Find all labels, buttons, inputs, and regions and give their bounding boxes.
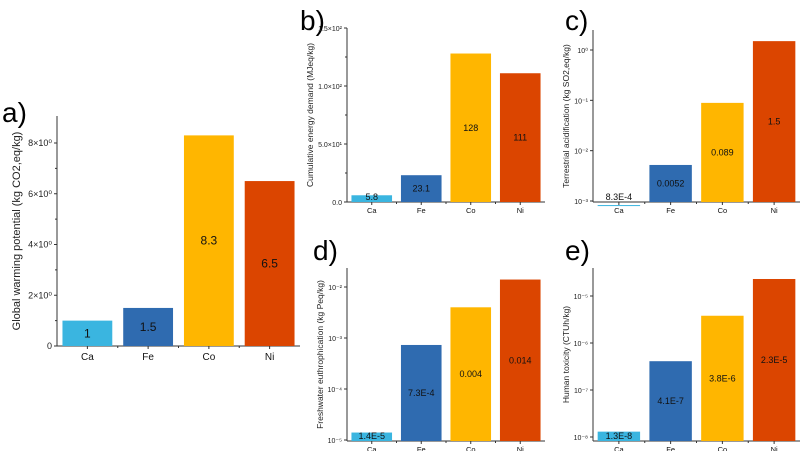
x-tick-label: Co — [718, 206, 728, 215]
y-tick-label: 0.0 — [332, 200, 342, 207]
bar-ca — [597, 431, 641, 441]
y-tick-label: 10⁻² — [328, 285, 342, 292]
panel-a: a) 0 2×10⁰ 4×10⁰ 6×10⁰ 8×10⁰ Global warming po… — [2, 97, 300, 363]
x-tick-label: Ni — [771, 445, 778, 451]
panel-b: b) 0.0 5.0×10¹ 1.0×10² 1.5×10² Cumulative ene… — [300, 5, 545, 215]
data-label: 3.8E-6 — [709, 373, 736, 383]
data-label: 0.014 — [509, 355, 532, 365]
y-tick-label: 4×10⁰ — [28, 240, 52, 250]
y-axis-label: Terrestrial acidification (kg SO2,eq/kg) — [561, 44, 571, 188]
y-tick-label: 10⁻⁴ — [328, 387, 343, 394]
data-label: 7.3E-4 — [408, 388, 435, 398]
y-tick-label: 2×10⁰ — [28, 290, 52, 300]
x-tick-label: Ca — [614, 445, 624, 451]
data-label: 1 — [84, 326, 91, 340]
bar-ca — [351, 432, 393, 441]
x-tick-label: Ni — [517, 445, 524, 451]
x-tick-label: Fe — [417, 445, 426, 451]
y-tick-label: 0 — [47, 341, 52, 351]
bar-ni — [499, 73, 541, 203]
x-tick-label: Ca — [614, 206, 624, 215]
y-axis-label: Global warming potential (kg CO2,eq/kg) — [11, 132, 23, 331]
y-tick-label: 10⁻³ — [328, 336, 342, 343]
data-label: 5.8 — [365, 192, 378, 202]
y-tick-label: 10⁻⁵ — [328, 438, 342, 445]
y-tick-label: 1.5×10² — [318, 26, 343, 33]
data-label: 8.3 — [201, 234, 218, 248]
panel-label: a) — [2, 97, 27, 128]
data-label: 0.089 — [711, 147, 734, 157]
data-label: 1.5 — [140, 320, 157, 334]
bar-ca — [62, 320, 113, 346]
data-label: 4.1E-7 — [657, 396, 684, 406]
bar-fe — [400, 175, 442, 202]
bar-co — [183, 135, 234, 346]
bar-fe — [649, 164, 692, 202]
data-label: 8.3E-4 — [606, 192, 633, 202]
bar-ni — [752, 278, 796, 441]
y-tick-label: 5.0×10¹ — [318, 142, 343, 149]
y-tick-label: 10⁻¹ — [574, 98, 588, 105]
bar-ni — [752, 41, 796, 202]
y-tick-label: 10⁰ — [577, 47, 588, 55]
x-tick-label: Ni — [517, 206, 524, 215]
y-tick-label: 10⁻² — [574, 149, 588, 156]
y-axis-label: Cumulative energy demand (MJeq/kg) — [305, 43, 315, 187]
y-tick-label: 1.0×10² — [318, 84, 343, 91]
x-tick-label: Ni — [265, 352, 274, 363]
x-tick-label: Fe — [666, 206, 675, 215]
data-label: 0.0052 — [657, 178, 685, 188]
x-tick-label: Ni — [771, 206, 778, 215]
x-tick-label: Ca — [81, 352, 94, 363]
bar-ca — [597, 205, 641, 207]
data-label: 2.3E-5 — [761, 355, 788, 365]
panel-label: d) — [313, 235, 338, 266]
data-label: 1.4E-5 — [358, 431, 385, 441]
bar-fe — [123, 307, 174, 346]
bar-co — [701, 102, 744, 202]
bar-fe — [649, 361, 692, 441]
bar-ni — [244, 181, 295, 346]
data-label: 128 — [463, 123, 478, 133]
x-tick-label: Fe — [417, 206, 426, 215]
x-tick-label: Co — [202, 352, 215, 363]
data-label: 0.004 — [459, 369, 482, 379]
bar-co — [701, 315, 744, 441]
data-label: 1.5 — [768, 117, 781, 127]
data-label: 23.1 — [412, 184, 430, 194]
x-tick-label: Co — [466, 445, 476, 451]
panel-label: e) — [565, 235, 590, 266]
y-tick-label: 10⁻⁵ — [574, 294, 588, 301]
data-label: 1.3E-8 — [606, 431, 633, 441]
x-tick-label: Fe — [666, 445, 675, 451]
bar-co — [450, 307, 492, 441]
y-axis-label: Freshwater euthrophication (kg Peq/kg) — [315, 280, 325, 429]
bar-ca — [351, 195, 393, 202]
data-label: 111 — [513, 133, 527, 143]
y-tick-label: 10⁻⁷ — [574, 388, 588, 395]
data-label: 6.5 — [261, 257, 278, 271]
y-tick-label: 10⁻⁶ — [574, 341, 588, 348]
y-tick-label: 8×10⁰ — [28, 138, 52, 148]
x-tick-label: Co — [718, 445, 728, 451]
x-tick-label: Fe — [142, 352, 154, 363]
x-tick-label: Ca — [367, 206, 377, 215]
y-tick-label: 10⁻³ — [574, 199, 588, 206]
y-axis-label: Human toxicity (CTUh/kg) — [561, 306, 571, 403]
y-tick-label: 6×10⁰ — [28, 189, 52, 199]
panel-label: b) — [300, 5, 325, 36]
panel-c: c) 10⁻³ 10⁻² 10⁻¹ 10⁰ Terrestrial acidificati… — [561, 5, 800, 215]
x-tick-label: Ca — [367, 445, 377, 451]
bar-co — [450, 53, 492, 202]
panel-label: c) — [565, 5, 588, 36]
x-tick-label: Co — [466, 206, 476, 215]
bar-fe — [400, 344, 442, 441]
bar-ni — [499, 279, 541, 441]
y-tick-label: 10⁻⁸ — [574, 435, 588, 442]
